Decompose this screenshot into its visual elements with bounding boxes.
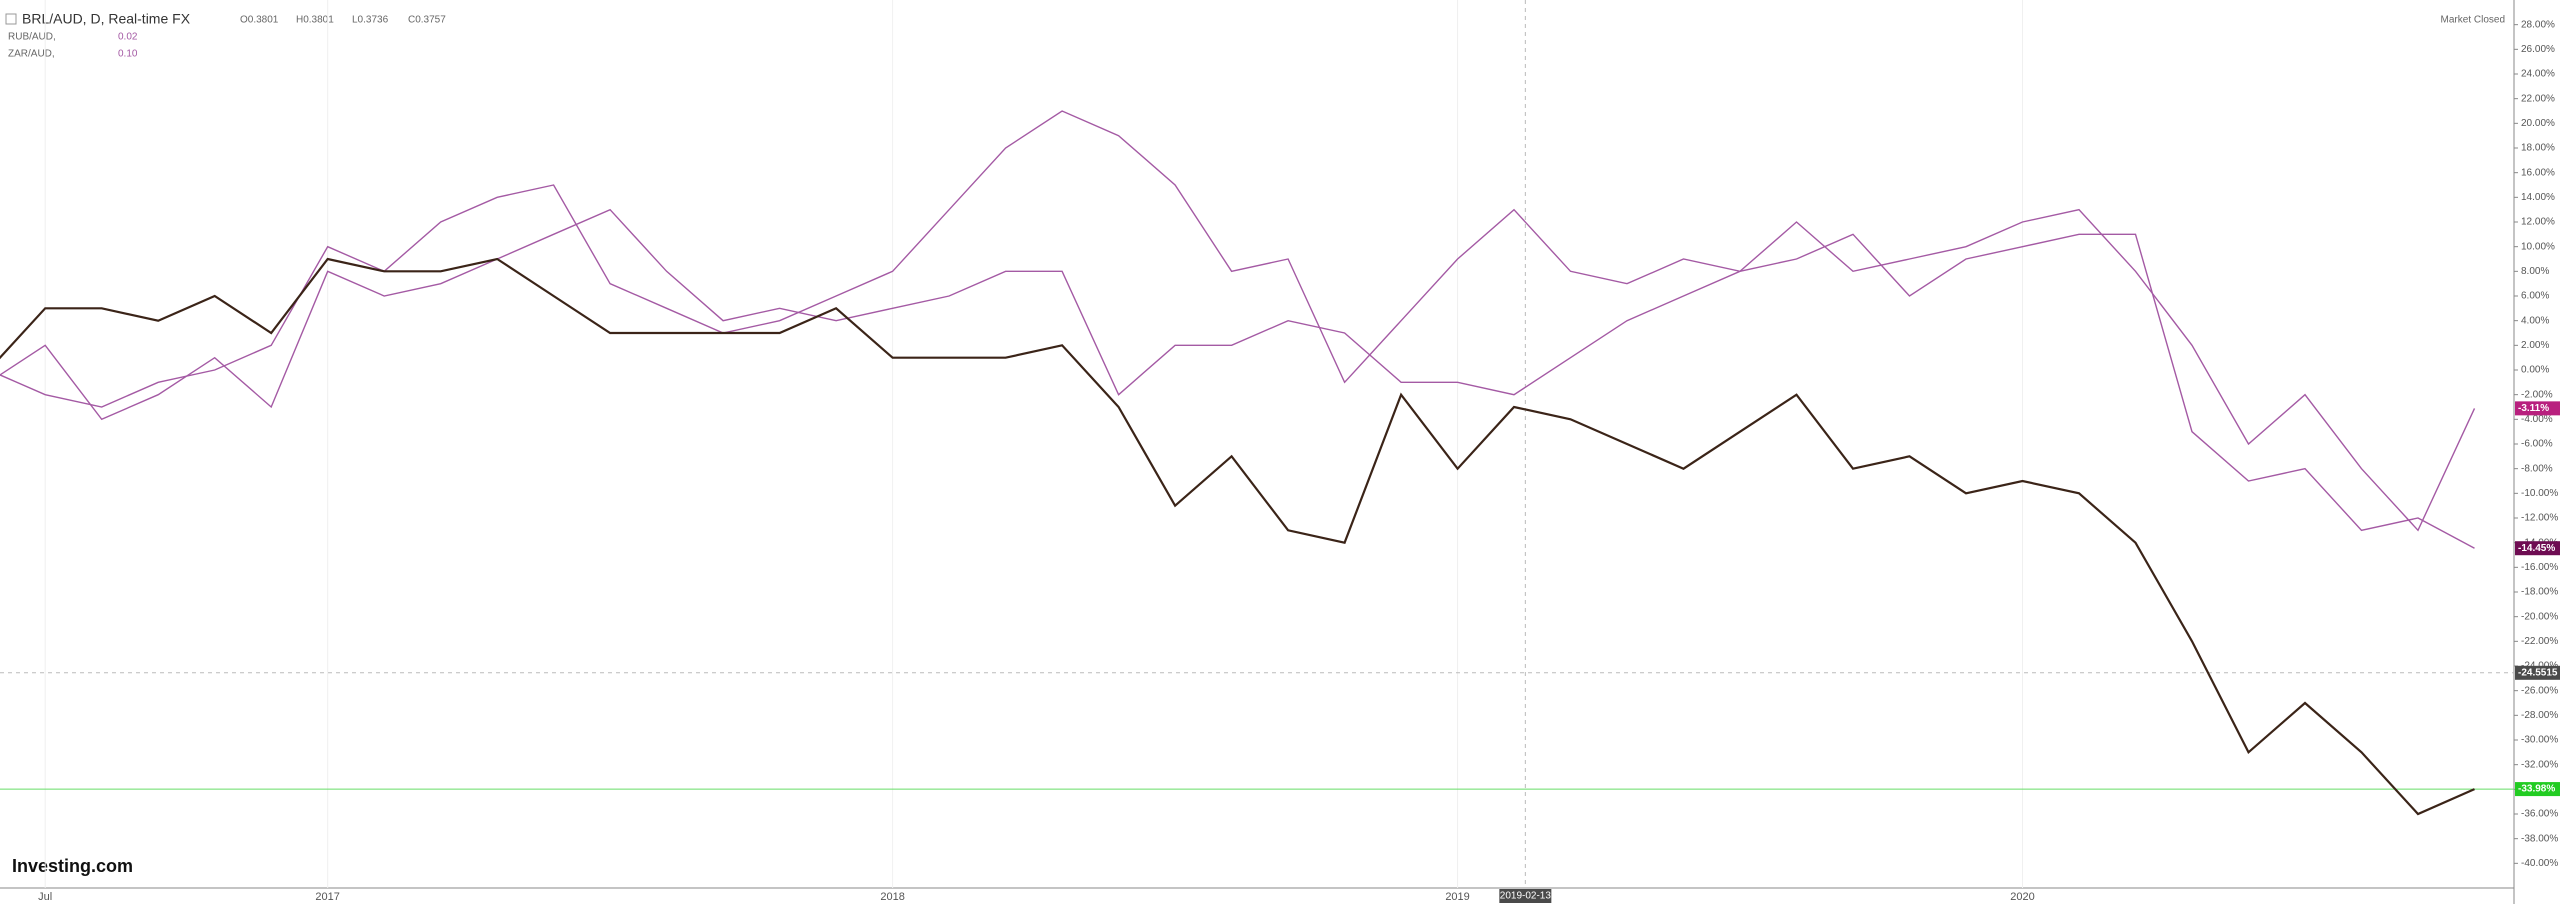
y-tick-label: 10.00%: [2521, 241, 2555, 252]
x-tick-label: 2019: [1445, 891, 1469, 903]
price-tag: [2515, 665, 2560, 680]
y-tick-label: 18.00%: [2521, 143, 2555, 154]
ohlc-open: O0.3801: [240, 15, 279, 26]
y-tick-label: 22.00%: [2521, 93, 2555, 104]
y-tick-label: 0.00%: [2521, 365, 2549, 376]
ohlc-low: L0.3736: [352, 15, 389, 26]
y-tick-label: -40.00%: [2521, 858, 2558, 869]
brand-logo: Investing.com: [12, 856, 133, 876]
y-tick-label: 16.00%: [2521, 167, 2555, 178]
y-tick-label: -16.00%: [2521, 562, 2558, 573]
y-tick-label: -20.00%: [2521, 611, 2558, 622]
price-tag-label: -14.45%: [2518, 543, 2555, 554]
legend-name: RUB/AUD,: [8, 32, 56, 43]
legend-value: 0.10: [118, 49, 138, 60]
y-tick-label: 20.00%: [2521, 118, 2555, 129]
ohlc-high: H0.3801: [296, 15, 334, 26]
y-tick-label: -12.00%: [2521, 513, 2558, 524]
y-tick-label: -28.00%: [2521, 710, 2558, 721]
y-tick-label: 28.00%: [2521, 19, 2555, 30]
y-tick-label: 4.00%: [2521, 315, 2549, 326]
y-tick-label: -32.00%: [2521, 759, 2558, 770]
price-tag-label: -33.98%: [2518, 784, 2555, 795]
y-tick-label: -30.00%: [2521, 735, 2558, 746]
y-tick-label: 24.00%: [2521, 69, 2555, 80]
x-tick-label: 2018: [880, 891, 904, 903]
y-tick-label: -26.00%: [2521, 685, 2558, 696]
y-tick-label: 8.00%: [2521, 266, 2549, 277]
y-tick-label: -18.00%: [2521, 587, 2558, 598]
series-line: [0, 110, 2476, 532]
crosshair-date: 2019-02-13: [1500, 891, 1552, 902]
series-line: [0, 208, 2475, 549]
y-tick-label: -2.00%: [2521, 389, 2553, 400]
y-tick-label: 14.00%: [2521, 192, 2555, 203]
y-tick-label: 2.00%: [2521, 340, 2549, 351]
y-tick-label: -6.00%: [2521, 439, 2553, 450]
legend-name: ZAR/AUD,: [8, 49, 55, 60]
y-tick-label: -22.00%: [2521, 636, 2558, 647]
y-tick-label: 12.00%: [2521, 217, 2555, 228]
collapse-icon[interactable]: [5, 13, 17, 25]
x-tick-label: 2020: [2010, 891, 2034, 903]
price-tag: [2515, 782, 2560, 797]
y-tick-label: -4.00%: [2521, 414, 2553, 425]
legend-value: 0.02: [118, 32, 138, 43]
price-tag-label: -24.5515: [2518, 667, 2558, 678]
symbol-title: BRL/AUD, D, Real-time FX: [22, 11, 191, 27]
x-tick-label: 2017: [315, 891, 339, 903]
crosshair-date-box: [1499, 889, 1552, 903]
ohlc-close: C0.3757: [408, 15, 446, 26]
y-tick-label: 6.00%: [2521, 291, 2549, 302]
series-line: [0, 257, 2475, 816]
y-tick-label: 26.00%: [2521, 44, 2555, 55]
x-tick-label: Jul: [38, 891, 52, 903]
price-tag: [2515, 541, 2560, 556]
price-tag-label: -3.11%: [2518, 403, 2549, 414]
price-tag: [2515, 401, 2560, 416]
y-tick-label: -38.00%: [2521, 833, 2558, 844]
market-status: Market Closed: [2441, 15, 2505, 26]
y-tick-label: -36.00%: [2521, 809, 2558, 820]
y-tick-label: -8.00%: [2521, 463, 2553, 474]
y-tick-label: -10.00%: [2521, 488, 2558, 499]
